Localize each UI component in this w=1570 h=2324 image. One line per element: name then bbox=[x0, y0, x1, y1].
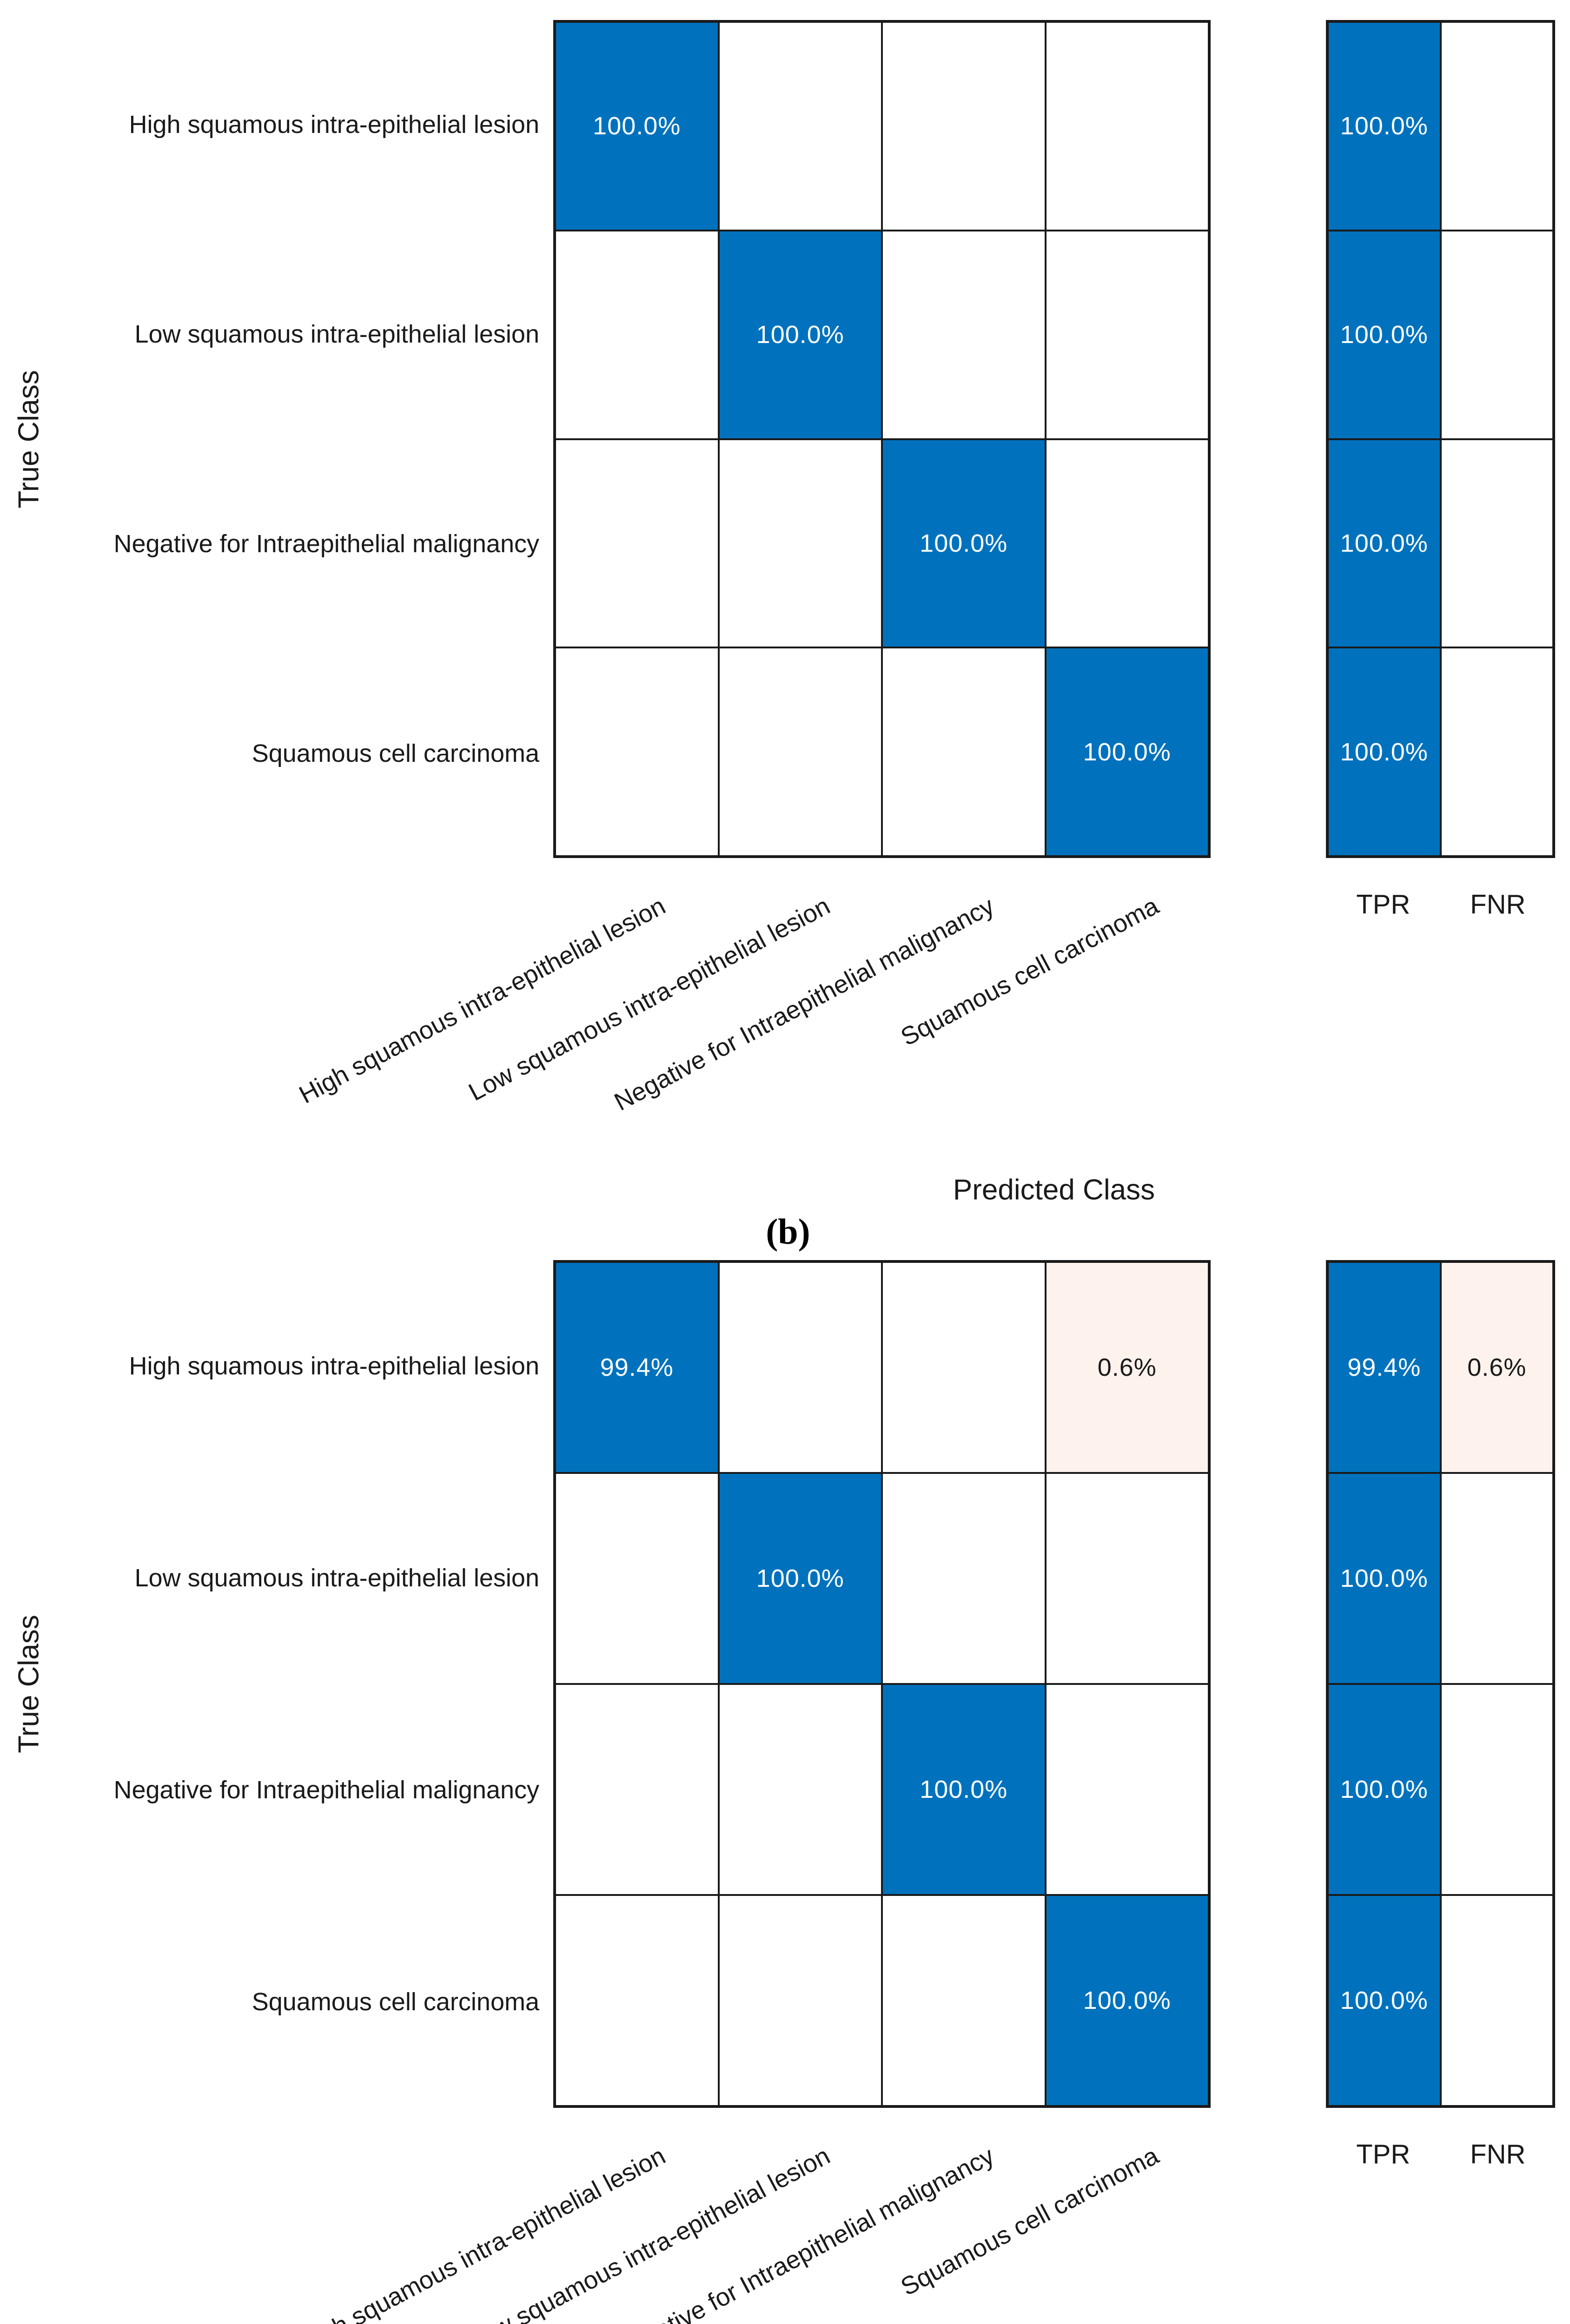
tpr-cell-value: 100.0% bbox=[1340, 529, 1428, 557]
tpr-cell: 100.0% bbox=[1328, 1895, 1441, 2106]
matrix-cell-value: 100.0% bbox=[756, 1565, 844, 1592]
y-axis-title-c: True Class bbox=[13, 1615, 45, 1753]
row-label-c-2: Negative for Intraepithelial malignancy bbox=[113, 1776, 540, 1804]
matrix-cell bbox=[882, 647, 1046, 856]
fnr-cell bbox=[1440, 1684, 1553, 1895]
tpr-cell: 100.0% bbox=[1328, 22, 1441, 231]
confusion-grid-b: 100.0% 100.0% 100.0% 100.0% bbox=[553, 20, 1211, 858]
tpr-column-label-c: TPR bbox=[1356, 2139, 1411, 2170]
row-label-c-1: Low squamous intra-epithelial lesion bbox=[134, 1564, 540, 1592]
matrix-cell: 100.0% bbox=[882, 1684, 1046, 1895]
matrix-cell: 0.6% bbox=[1045, 1262, 1209, 1473]
matrix-cell: 100.0% bbox=[555, 22, 719, 231]
matrix-cell bbox=[1045, 230, 1209, 439]
matrix-cell bbox=[555, 1473, 719, 1684]
summary-grid-b: 100.0% 100.0% 100.0% 100.0% bbox=[1326, 20, 1555, 858]
row-label-c-3: Squamous cell carcinoma bbox=[252, 1988, 539, 2016]
matrix-cell bbox=[882, 230, 1046, 439]
subfigure-caption-b: (b) bbox=[766, 1211, 810, 1252]
fnr-cell bbox=[1440, 230, 1553, 439]
fnr-cell bbox=[1440, 22, 1553, 231]
summary-grid-c: 99.4% 0.6% 100.0% 100.0% 100.0% bbox=[1326, 1260, 1555, 2108]
matrix-cell: 100.0% bbox=[718, 1473, 882, 1684]
matrix-cell-value: 100.0% bbox=[1083, 1987, 1171, 2014]
matrix-cell bbox=[555, 439, 719, 648]
fnr-column-label-b: FNR bbox=[1470, 889, 1526, 920]
confusion-grid-c: 99.4% 0.6% 100.0% 100.0% 100.0% bbox=[553, 1260, 1211, 2108]
row-label-c-0: High squamous intra-epithelial lesion bbox=[129, 1352, 539, 1380]
tpr-cell: 99.4% bbox=[1328, 1262, 1441, 1473]
fnr-cell bbox=[1440, 647, 1553, 856]
matrix-cell bbox=[555, 647, 719, 856]
tpr-cell-value: 100.0% bbox=[1340, 1776, 1428, 1803]
x-tick-label-c-3: Squamous cell carcinoma bbox=[896, 2141, 1163, 2301]
fnr-cell-value: 0.6% bbox=[1467, 1353, 1527, 1381]
tpr-cell-value: 100.0% bbox=[1340, 738, 1428, 766]
fnr-cell bbox=[1440, 1895, 1553, 2106]
row-label-b-1: Low squamous intra-epithelial lesion bbox=[134, 320, 540, 349]
y-axis-title-b: True Class bbox=[13, 370, 45, 508]
matrix-cell: 100.0% bbox=[1045, 1895, 1209, 2106]
matrix-cell bbox=[1045, 22, 1209, 231]
matrix-cell bbox=[1045, 1684, 1209, 1895]
matrix-cell bbox=[882, 1895, 1046, 2106]
tpr-column-label-b: TPR bbox=[1356, 889, 1411, 920]
fnr-cell bbox=[1440, 439, 1553, 648]
tpr-cell-value: 100.0% bbox=[1340, 321, 1428, 349]
matrix-cell-value: 0.6% bbox=[1097, 1353, 1157, 1381]
matrix-cell bbox=[882, 1262, 1046, 1473]
tpr-cell: 100.0% bbox=[1328, 439, 1441, 648]
matrix-cell bbox=[718, 1895, 882, 2106]
matrix-cell bbox=[555, 230, 719, 439]
fnr-cell: 0.6% bbox=[1440, 1262, 1553, 1473]
tpr-cell: 100.0% bbox=[1328, 1684, 1441, 1895]
matrix-cell: 100.0% bbox=[882, 439, 1046, 648]
matrix-cell bbox=[882, 22, 1046, 231]
tpr-cell: 100.0% bbox=[1328, 230, 1441, 439]
x-tick-label-c-0: High squamous intra-epithelial lesion bbox=[294, 2141, 670, 2324]
matrix-cell bbox=[1045, 439, 1209, 648]
x-tick-label-b-3: Squamous cell carcinoma bbox=[896, 891, 1163, 1051]
fnr-column-label-c: FNR bbox=[1470, 2139, 1526, 2170]
x-axis-title-b: Predicted Class bbox=[953, 1174, 1155, 1206]
row-label-b-0: High squamous intra-epithelial lesion bbox=[129, 111, 539, 139]
row-label-b-2: Negative for Intraepithelial malignancy bbox=[113, 529, 540, 558]
tpr-cell-value: 99.4% bbox=[1347, 1353, 1421, 1381]
matrix-cell bbox=[882, 1473, 1046, 1684]
matrix-cell: 100.0% bbox=[1045, 647, 1209, 856]
tpr-cell: 100.0% bbox=[1328, 1473, 1441, 1684]
fnr-cell bbox=[1440, 1473, 1553, 1684]
matrix-cell bbox=[555, 1895, 719, 2106]
matrix-cell: 100.0% bbox=[718, 230, 882, 439]
matrix-cell bbox=[718, 1262, 882, 1473]
matrix-cell: 99.4% bbox=[555, 1262, 719, 1473]
tpr-cell: 100.0% bbox=[1328, 647, 1441, 856]
matrix-cell-value: 99.4% bbox=[600, 1353, 674, 1381]
row-label-b-3: Squamous cell carcinoma bbox=[252, 739, 539, 767]
matrix-cell bbox=[718, 22, 882, 231]
tpr-cell-value: 100.0% bbox=[1340, 1987, 1428, 2014]
tpr-cell-value: 100.0% bbox=[1340, 112, 1428, 140]
matrix-cell bbox=[1045, 1473, 1209, 1684]
matrix-cell bbox=[718, 647, 882, 856]
matrix-cell-value: 100.0% bbox=[920, 529, 1008, 557]
matrix-cell-value: 100.0% bbox=[756, 321, 844, 349]
matrix-cell bbox=[718, 1684, 882, 1895]
matrix-cell-value: 100.0% bbox=[1083, 738, 1171, 766]
matrix-cell bbox=[555, 1684, 719, 1895]
matrix-cell-value: 100.0% bbox=[920, 1776, 1008, 1803]
tpr-cell-value: 100.0% bbox=[1340, 1565, 1428, 1592]
matrix-cell-value: 100.0% bbox=[593, 112, 681, 140]
matrix-cell bbox=[718, 439, 882, 648]
